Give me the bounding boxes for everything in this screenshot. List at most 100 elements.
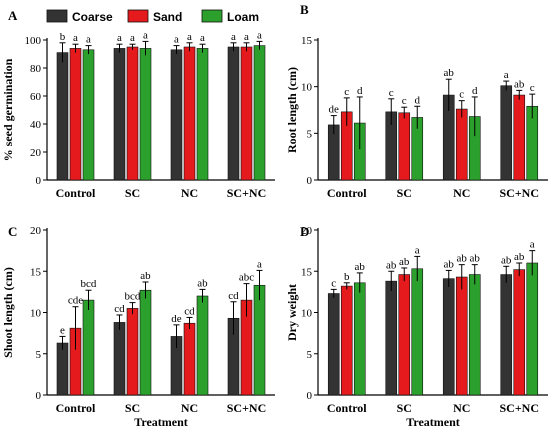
significance-label: e (60, 324, 65, 336)
x-tick-label: SC (397, 186, 412, 200)
bar-loam (196, 295, 209, 396)
significance-label: c (389, 87, 394, 99)
x-axis-label: Treatment (134, 415, 188, 429)
significance-label: ab (457, 253, 468, 265)
legend-label-coarse: Coarse (72, 10, 113, 24)
bar-sand (69, 48, 82, 181)
significance-label: de (329, 104, 340, 116)
bar-sand (240, 46, 253, 181)
significance-label: a (86, 34, 91, 46)
bar-loam (253, 284, 266, 396)
legend-label-loam: Loam (227, 10, 259, 24)
bar-loam (139, 48, 152, 181)
panel-c: C 0 5 10 15 20 Shoot length (cm) e cde bcd Control… (1, 224, 275, 429)
y-tick-label: 10 (301, 308, 313, 320)
x-tick-label: Control (56, 186, 96, 200)
significance-label: ab (444, 258, 455, 270)
bar-sand (455, 276, 468, 396)
y-axis-label: Root length (cm) (285, 67, 299, 153)
y-tick-label: 5 (307, 128, 313, 140)
bar-coarse (327, 293, 340, 396)
bar-coarse (113, 322, 126, 396)
bar-coarse (385, 280, 398, 396)
x-axis-label: Treatment (406, 415, 460, 429)
significance-label: a (130, 32, 135, 44)
bar-loam (526, 262, 539, 396)
significance-label: ab (501, 254, 512, 266)
bar-sand (183, 46, 196, 181)
y-tick-label: 0 (307, 175, 313, 187)
bar-coarse (500, 85, 513, 181)
significance-label: abc (239, 272, 254, 284)
y-tick-label: 20 (30, 225, 42, 237)
significance-label: c (344, 86, 349, 98)
significance-label: ab (355, 261, 366, 273)
bar-loam (196, 48, 209, 181)
significance-label: cd (184, 305, 195, 317)
significance-label: a (117, 32, 122, 44)
x-tick-label: SC (125, 401, 140, 415)
significance-label: ab (140, 270, 151, 282)
panel-letter: B (300, 2, 309, 17)
significance-label: a (244, 31, 249, 43)
bar-coarse (113, 48, 126, 181)
bar-coarse (500, 274, 513, 396)
significance-label: a (200, 32, 205, 44)
bar-sand (126, 308, 139, 396)
y-axis-label: Dry weight (285, 284, 299, 341)
bar-coarse (56, 52, 69, 181)
y-axis-label: Shoot length (cm) (1, 267, 15, 358)
significance-label: a (174, 34, 179, 46)
significance-label: ab (197, 277, 208, 289)
x-tick-label: NC (181, 401, 198, 415)
x-tick-label: NC (453, 401, 470, 415)
bar-loam (82, 49, 95, 181)
significance-label: ab (514, 78, 525, 90)
bar-coarse (227, 46, 240, 181)
y-tick-label: 15 (301, 266, 313, 278)
legend-swatch-sand (127, 9, 149, 23)
significance-label: ab (514, 251, 525, 263)
y-tick-label: 0 (36, 390, 42, 402)
y-tick-label: 20 (30, 147, 42, 159)
bar-sand (126, 46, 139, 181)
significance-label: a (257, 258, 262, 270)
y-tick-label: 0 (36, 175, 42, 187)
y-tick-label: 80 (30, 63, 42, 75)
bar-loam (411, 268, 424, 396)
bar-sand (398, 274, 411, 396)
y-tick-label: 0 (307, 390, 313, 402)
x-tick-label: Control (327, 186, 367, 200)
bar-loam (253, 45, 266, 181)
x-tick-label: SC+NC (227, 186, 267, 200)
bar-sand (183, 322, 196, 396)
bar-sand (513, 94, 526, 181)
legend-label-sand: Sand (153, 10, 182, 24)
significance-label: a (143, 29, 148, 41)
bar-coarse (442, 278, 455, 396)
x-tick-label: SC+NC (499, 401, 539, 415)
x-tick-label: NC (181, 186, 198, 200)
y-tick-label: 20 (301, 225, 313, 237)
bar-sand (455, 108, 468, 181)
significance-label: a (73, 32, 78, 44)
legend-swatch-loam (201, 9, 223, 23)
significance-label: cde (68, 295, 83, 307)
significance-label: d (357, 85, 363, 97)
bar-sand (340, 285, 353, 396)
bar-sand (398, 112, 411, 181)
significance-label: ab (444, 67, 455, 79)
y-tick-label: 5 (307, 349, 313, 361)
significance-label: cd (228, 290, 239, 302)
significance-label: b (344, 271, 350, 283)
significance-label: bcd (81, 278, 97, 290)
significance-label: c (530, 82, 535, 94)
x-tick-label: SC+NC (499, 186, 539, 200)
y-tick-label: 10 (301, 82, 313, 94)
legend-swatch-coarse (46, 9, 68, 23)
x-tick-label: SC (125, 186, 140, 200)
significance-label: d (415, 94, 421, 106)
